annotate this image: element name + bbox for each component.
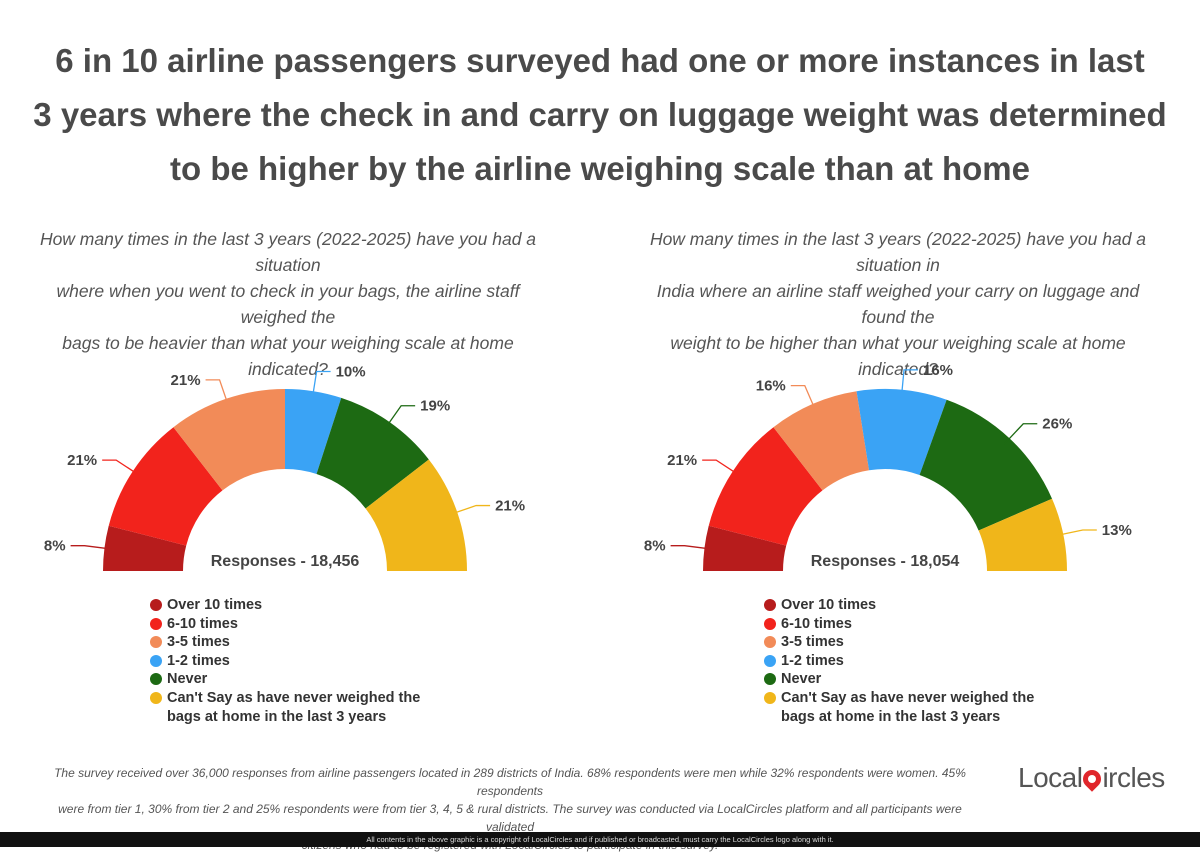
slice-0 [703, 525, 787, 571]
leader-line-4 [384, 405, 416, 430]
legend-item: Never [764, 670, 1071, 689]
legend-label: Can't Say as have never weighed the bags… [781, 689, 1035, 725]
legend-dot-icon [764, 654, 776, 667]
leader-line-1 [702, 459, 740, 477]
legend-label: 1-2 times [781, 652, 844, 669]
legend-dot-icon [150, 617, 162, 630]
data-label-4: 26% [1042, 416, 1072, 433]
right-question: How many times in the last 3 years (2022… [638, 226, 1158, 382]
right-semi-donut-chart: 8% 21% 16% 16% 26% 13% Responses - 18,054 [644, 362, 1132, 571]
slice-3 [856, 389, 947, 476]
footnote-line: The survey received over 36,000 response… [54, 766, 966, 798]
leader-line-2 [790, 384, 817, 412]
data-label-2: 21% [171, 372, 201, 389]
question-line: weight to be higher than what your weigh… [670, 333, 1126, 379]
slice-4 [316, 397, 429, 509]
question-line: India where an airline staff weighed you… [656, 281, 1140, 327]
leader-line-5 [449, 504, 491, 516]
legend-label: 3-5 times [167, 634, 230, 651]
right-legend: Over 10 times 6-10 times 3-5 times 1-2 time… [764, 596, 1071, 726]
legend-dot-icon [764, 599, 776, 611]
legend-item: 6-10 times [764, 615, 1071, 634]
logo-text-part1: Local [1018, 762, 1083, 793]
data-label-4: 19% [420, 398, 450, 415]
data-label-2: 16% [756, 378, 786, 395]
legend-label: 3-5 times [781, 634, 844, 651]
legend-dot-icon [150, 673, 162, 686]
title-line: 6 in 10 airline passengers surveyed had … [55, 42, 1145, 79]
legend-item: Over 10 times [150, 596, 457, 615]
legend-item: Never [150, 670, 457, 689]
data-label-1: 21% [67, 452, 97, 469]
legend-dot-icon [150, 636, 162, 649]
leader-line-5 [1055, 529, 1097, 537]
question-line: where when you went to check in your bag… [56, 281, 520, 327]
data-label-5: 21% [495, 498, 525, 515]
question-line: bags to be heavier than what your weighi… [62, 333, 514, 379]
legend-item: Can't Say as have never weighed the bags… [764, 689, 1071, 726]
slice-5 [978, 498, 1067, 571]
left-legend: Over 10 times 6-10 times 3-5 times 1-2 time… [150, 596, 457, 726]
slice-2 [173, 389, 285, 491]
legend-dot-icon [150, 599, 162, 611]
legend-label: Can't Say as have never weighed the bags… [167, 689, 421, 725]
legend-item: Can't Say as have never weighed the bags… [150, 689, 457, 726]
copyright-bar: All contents in the above graphic is a c… [0, 832, 1200, 847]
slice-3 [285, 389, 342, 474]
responses-count: Responses - 18,456 [211, 553, 360, 570]
leader-line-3 [311, 370, 331, 400]
left-semi-donut-chart: 8% 21% 21% 10% 19% 21% Responses - 18,456 [44, 363, 525, 571]
responses-count: Responses - 18,054 [811, 553, 960, 570]
data-label-1: 21% [667, 452, 697, 469]
legend-label: Over 10 times [167, 597, 263, 613]
legend-dot-icon [150, 654, 162, 667]
question-line: How many times in the last 3 years (2022… [39, 229, 537, 275]
leader-line-4 [1003, 423, 1038, 445]
slice-5 [365, 459, 467, 571]
slice-4 [919, 399, 1053, 531]
logo-text-part2: ircles [1102, 762, 1165, 793]
slice-2 [773, 391, 870, 491]
legend-item: 1-2 times [150, 652, 457, 671]
slice-1 [708, 427, 823, 546]
legend-dot-icon [764, 673, 776, 686]
title-line: 3 years where the check in and carry on … [33, 96, 1167, 133]
question-line: How many times in the last 3 years (2022… [649, 229, 1147, 275]
legend-dot-icon [764, 617, 776, 630]
localcircles-logo: Local ircles [1018, 762, 1165, 794]
slice-1 [108, 427, 223, 546]
leader-line-0 [670, 545, 713, 550]
legend-label: 1-2 times [167, 652, 230, 669]
data-label-3: 10% [336, 363, 366, 380]
data-label-3: 16% [923, 362, 953, 379]
left-question: How many times in the last 3 years (2022… [28, 226, 548, 382]
legend-dot-icon [150, 691, 162, 704]
leader-line-2 [205, 379, 230, 407]
title-line: to be higher by the airline weighing sca… [170, 150, 1030, 187]
legend-label: Over 10 times [781, 597, 877, 613]
data-label-5: 13% [1102, 522, 1132, 539]
slice-0 [103, 525, 187, 571]
legend-item: 6-10 times [150, 615, 457, 634]
page-title: 6 in 10 airline passengers surveyed had … [0, 34, 1200, 196]
legend-label: Never [781, 671, 822, 688]
legend-label: 6-10 times [167, 615, 238, 632]
legend-item: 1-2 times [764, 652, 1071, 671]
leader-line-0 [70, 545, 113, 550]
legend-dot-icon [764, 691, 776, 704]
legend-dot-icon [764, 636, 776, 649]
data-label-0: 8% [644, 538, 666, 555]
legend-item: 3-5 times [150, 633, 457, 652]
leader-line-1 [102, 459, 140, 477]
footnote-line: were from tier 1, 30% from tier 2 and 25… [58, 802, 962, 834]
leader-line-3 [900, 369, 919, 398]
data-label-0: 8% [44, 538, 66, 555]
legend-item: Over 10 times [764, 596, 1071, 615]
legend-label: Never [167, 671, 208, 688]
legend-label: 6-10 times [781, 615, 852, 632]
legend-item: 3-5 times [764, 633, 1071, 652]
